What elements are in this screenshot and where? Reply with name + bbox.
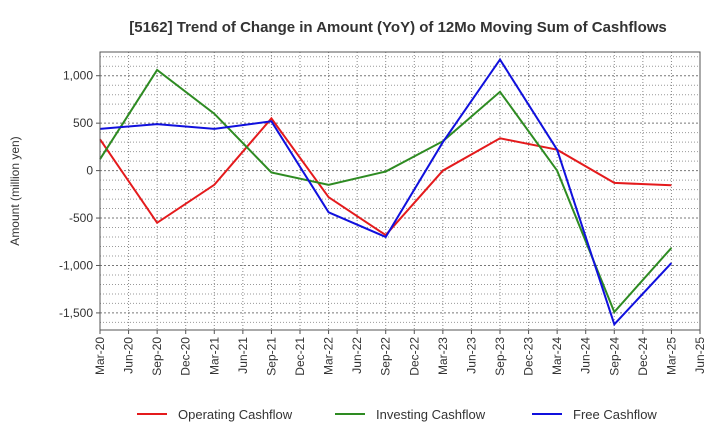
x-tick-label: Mar-23 xyxy=(436,337,450,375)
series-lines xyxy=(99,57,673,327)
x-tick-label: Jun-25 xyxy=(693,337,707,374)
x-tick-label: Jun-21 xyxy=(236,337,250,374)
x-tick-label: Dec-20 xyxy=(179,337,193,376)
x-tick-label: Jun-20 xyxy=(122,337,136,374)
y-axis-ticks: 1,000 500 0 -500 -1,000 -1,500 xyxy=(59,69,100,320)
series-line-investing-cashflow xyxy=(99,68,673,314)
y-tick-label: 500 xyxy=(73,116,93,130)
grid xyxy=(100,52,700,330)
x-tick-label: Sep-20 xyxy=(150,337,164,376)
series-line-free-cashflow xyxy=(99,57,673,327)
x-tick-label: Mar-22 xyxy=(322,337,336,375)
x-axis-ticks: Mar-20 Jun-20 Sep-20 Dec-20 Mar-21 Jun-21 Sep-… xyxy=(93,330,707,376)
legend-label: Investing Cashflow xyxy=(376,407,486,422)
plot-area xyxy=(100,52,700,330)
plot-frame xyxy=(99,51,701,331)
legend-label: Free Cashflow xyxy=(573,407,657,422)
chart-title: [5162] Trend of Change in Amount (YoY) o… xyxy=(129,19,667,36)
y-tick-label: -1,000 xyxy=(59,258,93,272)
y-tick-label: -1,500 xyxy=(59,306,93,320)
x-tick-label: Sep-24 xyxy=(607,337,621,376)
y-tick-label: 0 xyxy=(86,164,93,178)
x-tick-label: Jun-24 xyxy=(579,337,593,374)
x-tick-label: Sep-21 xyxy=(264,337,278,376)
x-tick-label: Mar-20 xyxy=(93,337,107,375)
y-tick-label: -500 xyxy=(69,211,93,225)
x-tick-label: Sep-23 xyxy=(493,337,507,376)
y-axis-label: Amount (million yen) xyxy=(8,136,22,245)
x-tick-label: Mar-21 xyxy=(207,337,221,375)
legend: Operating Cashflow Investing Cashflow Free… xyxy=(137,407,657,422)
x-tick-label: Mar-24 xyxy=(550,337,564,375)
x-tick-label: Dec-23 xyxy=(522,337,536,376)
x-tick-label: Jun-23 xyxy=(464,337,478,374)
x-tick-label: Sep-22 xyxy=(379,337,393,376)
y-tick-label: 1,000 xyxy=(63,69,93,83)
x-tick-label: Dec-22 xyxy=(407,337,421,376)
x-tick-label: Dec-21 xyxy=(293,337,307,376)
legend-label: Operating Cashflow xyxy=(178,407,293,422)
x-tick-label: Mar-25 xyxy=(664,337,678,375)
x-tick-label: Jun-22 xyxy=(350,337,364,374)
x-tick-label: Dec-24 xyxy=(636,337,650,376)
